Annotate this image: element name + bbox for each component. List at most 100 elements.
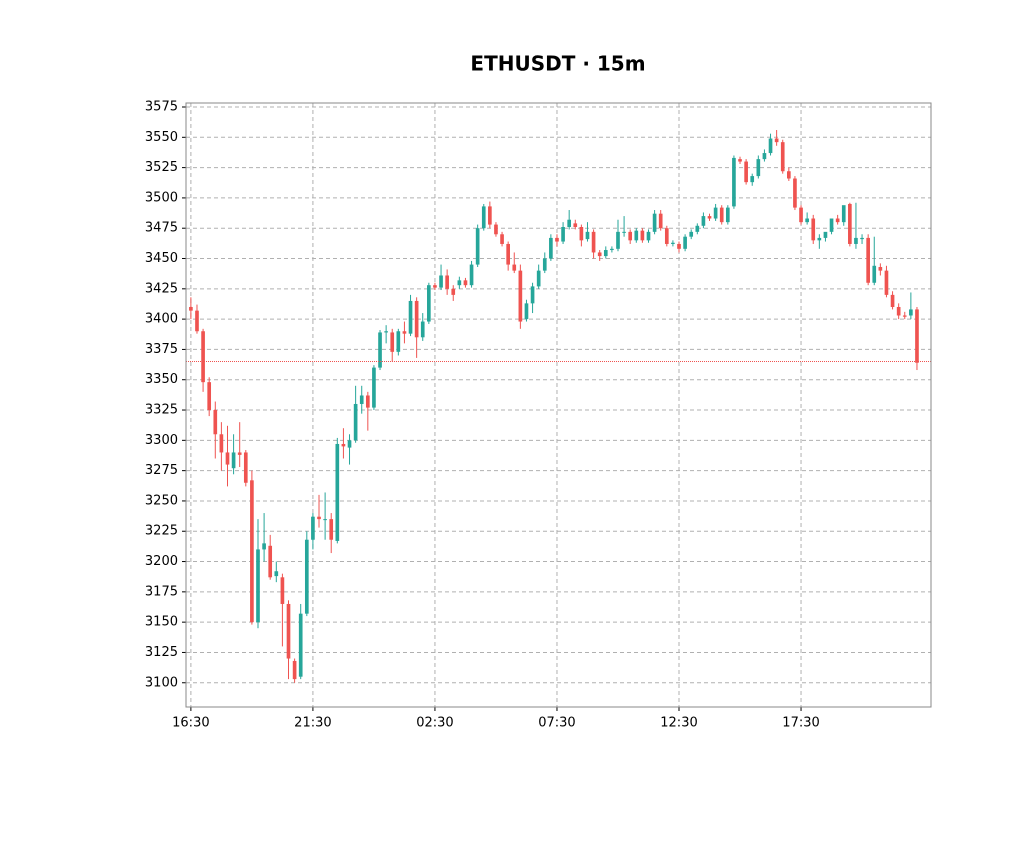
candle-body (671, 242, 675, 244)
candle-body (213, 410, 218, 435)
candle-body (488, 206, 492, 225)
candle-body (878, 267, 883, 271)
candle-body (848, 203, 852, 244)
candle-body (664, 228, 669, 244)
candle-body (579, 227, 584, 241)
candle-body (640, 230, 645, 241)
candle-body (524, 303, 529, 320)
x-tick-label: 02:30 (416, 716, 453, 731)
y-tick-label: 3250 (145, 493, 178, 508)
candle-body (274, 571, 279, 577)
y-tick-label: 3325 (145, 403, 178, 418)
candle-body (854, 237, 858, 244)
candle-body (231, 452, 236, 469)
candle-body (616, 231, 620, 249)
candle-body (268, 545, 273, 578)
candle-body (719, 207, 724, 223)
candle-body (909, 309, 913, 316)
candle-body (591, 231, 596, 253)
candle-body (463, 280, 468, 286)
candle-body (365, 395, 370, 408)
candle-body (445, 275, 449, 289)
candle-body (658, 213, 663, 229)
candle-body (866, 237, 870, 283)
y-tick-label: 3150 (145, 615, 178, 630)
candle-body (811, 218, 816, 241)
candle-body (646, 231, 651, 241)
candle-body (799, 207, 803, 223)
candle-body (341, 443, 346, 447)
y-tick-label: 3175 (145, 584, 178, 599)
candle-body (652, 213, 657, 232)
y-tick-label: 3125 (145, 645, 178, 660)
x-tick-label: 07:30 (538, 716, 575, 731)
candle-body (683, 236, 687, 249)
candle-body (494, 224, 498, 235)
candle-body (237, 452, 242, 455)
y-tick-label: 3475 (145, 221, 178, 236)
candle-body (750, 176, 755, 183)
candle-body (603, 250, 608, 257)
candle-body (408, 300, 413, 334)
candle-body (622, 231, 626, 233)
candle-body (884, 270, 889, 295)
candle-body (262, 543, 266, 550)
y-tick-label: 3525 (145, 160, 178, 175)
candle-body (713, 207, 718, 219)
candle-body (353, 403, 358, 441)
candle-body (207, 382, 212, 411)
candle-body (518, 270, 523, 322)
candle-body (732, 157, 736, 207)
candle-body (384, 331, 388, 333)
candle-body (201, 331, 205, 383)
candle-body (902, 315, 907, 317)
candle-body (512, 264, 517, 271)
candle-body (530, 286, 535, 304)
candle-body (823, 231, 828, 238)
candle-body (335, 443, 340, 541)
y-tick-label: 3550 (145, 130, 178, 145)
candle-body (793, 178, 797, 208)
candle-body (457, 280, 462, 286)
candle-body (347, 440, 352, 448)
plot-frame (185, 102, 932, 708)
candle-body (250, 480, 254, 623)
y-tick-label: 3425 (145, 281, 178, 296)
candle-body (329, 519, 334, 540)
y-tick-label: 3375 (145, 342, 178, 357)
candle-body (597, 252, 602, 257)
candle-body (378, 332, 382, 368)
y-tick-label: 3350 (145, 372, 178, 387)
candle-body (787, 171, 791, 179)
candle-body (805, 218, 809, 223)
x-tick-label: 21:30 (294, 716, 331, 731)
candle-body (829, 218, 834, 232)
x-tick-label: 16:30 (172, 716, 209, 731)
candle-body (420, 321, 425, 338)
candle-body (738, 159, 742, 162)
y-tick-label: 3400 (145, 312, 178, 327)
candle-body (359, 395, 364, 404)
y-tick-label: 3450 (145, 251, 178, 266)
candle-body (323, 519, 327, 521)
candle-body (780, 142, 785, 172)
candle-body (689, 231, 694, 237)
candle-body (225, 452, 230, 465)
candle-body (915, 309, 919, 363)
candle-body (542, 258, 547, 271)
candle-body (610, 248, 614, 251)
candle-body (256, 549, 260, 623)
candle-body (451, 288, 456, 295)
candle-body (567, 219, 572, 227)
candle-body (860, 237, 864, 240)
candle-body (585, 231, 590, 240)
candle-body (841, 205, 846, 223)
y-tick-label: 3200 (145, 554, 178, 569)
candle-body (317, 516, 321, 520)
candle-body (390, 332, 395, 352)
candle-body (695, 225, 700, 232)
candle-body (292, 660, 297, 680)
candle-body (890, 294, 895, 307)
candle-body (677, 243, 681, 249)
